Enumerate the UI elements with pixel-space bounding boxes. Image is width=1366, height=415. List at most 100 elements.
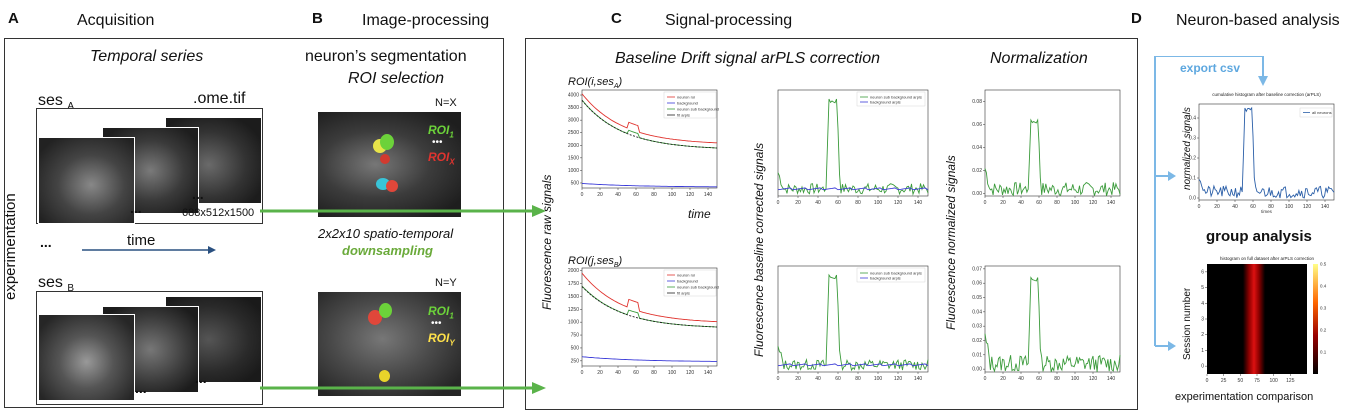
c-raw-b-xtick-label: 80 (651, 370, 657, 376)
c-cor-a-xtick-label: 120 (894, 200, 903, 206)
session-a-label: ses A (38, 92, 75, 113)
c-raw-b-ytick-label: 2000 (568, 268, 579, 274)
heat-xtick-label: 100 (1269, 378, 1278, 384)
c-cor-b-bg-line (777, 363, 929, 367)
c-cor-b-xtick-label: 100 (874, 376, 883, 382)
c-raw-a-xtick-label: 80 (651, 192, 657, 198)
c-norm-b-ytick-label: 0.04 (972, 309, 982, 315)
chart-corrected-a: 0 20 40 60 80 100 120 140 neuron sub background … (777, 89, 929, 206)
c-raw-b-ytick-label: 1750 (568, 281, 579, 287)
c-cor-b-xtick-label: 40 (815, 376, 821, 382)
roiy-label: ROIY (428, 331, 455, 348)
c-cor-b-xtick-label: 120 (894, 376, 903, 382)
cum-ytick-label: 0.3 (1189, 136, 1196, 142)
c-raw-a-ytick-label: 1500 (568, 155, 579, 161)
chart-raw-b: 250 500 750 1000 1250 1500 1750 2000 0 20 40 60 80 10… (568, 267, 719, 376)
colorbar-label: 0.5 (1320, 262, 1327, 267)
c-raw-a-xtick-label: 0 (581, 192, 584, 198)
c-raw-b-legend-label: background (677, 279, 698, 284)
c-raw-b-ytick-label: 1000 (568, 320, 579, 326)
c-raw-a-xtick-label: 120 (686, 192, 695, 198)
c-norm-a-xtick-label: 0 (984, 200, 987, 206)
c-raw-a-xtick-label: 100 (668, 192, 677, 198)
segmentation-label: neuron’s segmentation (305, 48, 467, 65)
cum-xtick-label: 40 (1232, 204, 1238, 210)
c-norm-a-xtick-label: 80 (1054, 200, 1060, 206)
c-norm-b-xtick-label: 120 (1089, 376, 1098, 382)
c-raw-a-legend-label: background (677, 101, 698, 106)
heat-title: histogram on full dataset after arPLS co… (1220, 256, 1315, 261)
c-norm-b-ytick-label: 0.02 (972, 338, 982, 344)
c-norm-b-xtick-label: 140 (1107, 376, 1116, 382)
c-cor-a-xtick-label: 140 (914, 200, 923, 206)
heat-xtick-label: 125 (1286, 378, 1295, 384)
heat-ytick-label: 6 (1201, 269, 1204, 275)
roi-b-label: ROI(j,sesB) (568, 255, 623, 270)
c-norm-a-xtick-label: 60 (1036, 200, 1042, 206)
c-raw-a-ytick-label: 2500 (568, 130, 579, 136)
c-raw-b-ytick-label: 1500 (568, 294, 579, 300)
heat-ytick-label: 2 (1201, 332, 1204, 338)
c-raw-b-xtick-label: 20 (597, 370, 603, 376)
c-norm-a-xtick-label: 20 (1000, 200, 1006, 206)
panel-title-image-processing: Image-processing (362, 12, 490, 29)
heat-ytick-label: 5 (1201, 285, 1204, 291)
downsampling-line2: downsampling (342, 243, 433, 258)
c-cor-a-xtick-label: 20 (795, 200, 801, 206)
stack-ellipsis-b2: ... (195, 370, 207, 386)
frame-acquisition-imaging (4, 38, 504, 408)
roi-ellipsis-a: ••• (432, 137, 443, 148)
cum-xtick-label: 120 (1303, 204, 1312, 210)
c-cor-a-bg-line (777, 187, 929, 191)
c-raw-a-bg-line (581, 183, 717, 188)
colorbar-label: 0.2 (1320, 328, 1327, 333)
roi1-label-b: ROI1 (428, 304, 454, 321)
c-norm-b-xtick-label: 60 (1036, 376, 1042, 382)
cum-xtick-label: 100 (1285, 204, 1294, 210)
c-cor-a-xtick-label: 80 (855, 200, 861, 206)
panel-title-neuron-analysis: Neuron-based analysis (1176, 12, 1340, 29)
panel-letter-b: B (312, 10, 323, 27)
stack-ellipsis-a2: ... (192, 186, 204, 202)
heat-ylabel: Session number (1182, 287, 1193, 360)
c-norm-b-ytick-label: 0.01 (972, 352, 982, 358)
cum-ytick-label: 0.0 (1189, 196, 1196, 202)
c-norm-a-normalized-line (984, 118, 1121, 197)
session-b-label: ses B (38, 274, 75, 295)
flow-arrows (260, 205, 546, 394)
c-norm-a-ytick-label: 0.06 (972, 122, 982, 128)
normalized-signals-ylabel: Fluorescence normalized signals (944, 155, 958, 330)
c-raw-b-legend-label: neuron roi (677, 273, 695, 278)
c-norm-b-ytick-label: 0.07 (972, 266, 982, 272)
roi-spot-red-small (380, 154, 390, 164)
c-raw-b-bg-line (581, 356, 717, 362)
cum-ytick-label: 0.4 (1189, 116, 1196, 122)
c-norm-b-xtick-label: 40 (1018, 376, 1024, 382)
segmented-image-b (318, 292, 461, 396)
c-norm-b-xtick-label: 80 (1054, 376, 1060, 382)
c-norm-a-xtick-label: 140 (1107, 200, 1116, 206)
cum-xtick-label: 0 (1198, 204, 1201, 210)
c-norm-a-axes (984, 89, 1121, 197)
c-norm-b-ytick-label: 0.05 (972, 295, 982, 301)
hist-ylabel: normalized signals (1182, 107, 1193, 190)
c-raw-b-xtick-label: 100 (668, 370, 677, 376)
c-norm-b-axes (984, 265, 1121, 373)
c-raw-a-xtick-label: 40 (615, 192, 621, 198)
heat-xtick-label: 50 (1238, 378, 1244, 384)
c-raw-a-neuron-line (581, 93, 717, 144)
roi-ellipsis-b: ••• (431, 318, 442, 329)
downsampling-line1: 2x2x10 spatio-temporal (318, 226, 454, 241)
c-cor-b-xtick-label: 60 (835, 376, 841, 382)
c-norm-b-xtick-label: 0 (984, 376, 987, 382)
c-raw-a-ytick-label: 4000 (568, 93, 579, 99)
c-raw-b-xtick-label: 140 (704, 370, 713, 376)
c-cor-a-legend (856, 91, 926, 107)
c-cor-a-corrected-line (777, 98, 929, 196)
c-norm-a-xtick-label: 120 (1089, 200, 1098, 206)
blue-flow-arrow (1154, 56, 1268, 351)
c-raw-b-legend-label: neuron sub background (677, 285, 719, 290)
baseline-title: Baseline Drift signal arPLS correction (615, 50, 881, 67)
c-norm-b-xtick-label: 20 (1000, 376, 1006, 382)
experimentation-comparison-label: experimentation comparison (1175, 391, 1314, 403)
